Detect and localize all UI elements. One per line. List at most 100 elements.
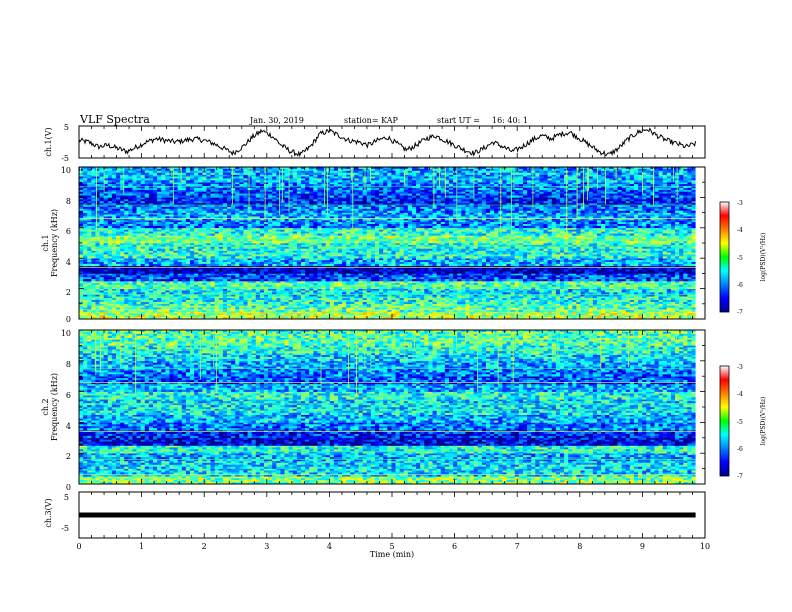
ch1-spectrogram-cell xyxy=(633,286,639,289)
ch1-spectrogram-cell xyxy=(498,301,503,305)
ch1-spectrogram-cell xyxy=(650,263,655,267)
ch1-spectrogram-cell xyxy=(416,263,421,267)
ch1-spectrogram-cell xyxy=(313,271,318,274)
ch1-spectrogram-cell xyxy=(99,262,104,265)
ch1-spectrogram-cell xyxy=(613,315,618,318)
ch1-spectrogram-cell xyxy=(383,262,388,265)
ch1-spectrogram-cell xyxy=(177,277,183,280)
ch1-spectrogram-cell xyxy=(448,284,454,287)
ch1-spectrogram-cell xyxy=(424,317,429,320)
ch1-spectrogram-cell xyxy=(374,317,380,320)
ch1-spectrogram-cell xyxy=(202,250,207,253)
ch1-spectrogram-cell xyxy=(103,300,109,303)
ch1-spectrogram-cell xyxy=(383,315,388,318)
ch1-spectrogram-cell xyxy=(522,288,528,291)
ch1-spectrogram-cell xyxy=(461,301,466,305)
ch1-spectrogram-cell xyxy=(481,303,487,306)
ch1-spectrogram-cell xyxy=(292,294,298,297)
ch1-spectrogram-cell xyxy=(444,279,450,282)
ch1-spectrogram-cell xyxy=(218,307,224,310)
ch1-spectrogram-cell xyxy=(580,315,585,318)
ch1-spectrogram-cell xyxy=(87,292,92,295)
ch1-spectrogram-cell xyxy=(601,277,606,280)
ch1-spectrogram-cell xyxy=(136,292,141,295)
ch1-spectrogram-cell xyxy=(370,309,376,312)
ch1-spectrogram-cell xyxy=(198,284,203,287)
ch1-spectrogram-cell xyxy=(161,281,166,284)
ch1-spectrogram-cell xyxy=(87,284,92,287)
ch1-spectrogram-cell xyxy=(124,262,129,265)
ch1-spectrogram-cell xyxy=(568,298,573,301)
ch1-spectrogram-cell xyxy=(559,263,565,267)
ch1-spectrogram-cell xyxy=(284,301,289,305)
ch1-spectrogram-cell xyxy=(185,282,191,286)
ch1-spectrogram-cell xyxy=(247,260,252,263)
ch1-spectrogram-cell xyxy=(436,300,442,303)
ch1-spectrogram-cell xyxy=(629,303,635,306)
ch1-spectrogram-cell xyxy=(440,284,446,287)
ch1-spectrogram-cell xyxy=(461,262,466,265)
ch1-spectrogram-cell xyxy=(568,273,573,276)
ch1-spectrogram-cell xyxy=(428,292,433,295)
ch1-spectrogram-cell xyxy=(617,265,622,268)
ch1-spectrogram-cell xyxy=(333,309,339,312)
ch1-spectrogram-cell xyxy=(411,296,417,299)
ch1-spectrogram-cell xyxy=(185,267,191,270)
ch1-spectrogram-cell xyxy=(621,311,627,314)
ch1-spectrogram-cell xyxy=(457,292,462,295)
ch1-spectrogram-cell xyxy=(440,288,446,291)
ch1-spectrogram-cell xyxy=(436,313,442,316)
ch1-spectrogram-cell xyxy=(650,311,655,314)
ch1-spectrogram-cell xyxy=(157,250,162,253)
ch1-spectrogram-cell xyxy=(633,313,639,316)
ch1-spectrogram-cell xyxy=(206,286,211,289)
ch1-spectrogram-cell xyxy=(103,269,109,272)
ch1-spectrogram-cell xyxy=(584,277,590,280)
ch1-spectrogram-cell xyxy=(551,265,557,268)
ch1-spectrogram-cell xyxy=(255,315,261,318)
ch1-spectrogram-cell xyxy=(658,296,664,299)
ch1-spectrogram-cell xyxy=(547,273,553,276)
ch1-spectrogram-cell xyxy=(691,313,696,316)
ch1-spectrogram-cell xyxy=(152,307,158,310)
ch1-spectrogram-cell xyxy=(280,309,285,312)
ch1-spectrogram-cell xyxy=(498,309,503,312)
ch1-spectrogram-cell xyxy=(239,286,244,289)
ch1-spectrogram-cell xyxy=(588,275,594,278)
ch1-spectrogram-cell xyxy=(411,303,417,306)
ch1-spectrogram-cell xyxy=(547,282,553,286)
ch1-spectrogram-cell xyxy=(440,309,446,312)
ch1-spectrogram-cell xyxy=(259,307,265,310)
ch1-spectrogram-cell xyxy=(173,275,178,278)
ch1-spectrogram-cell xyxy=(235,309,240,312)
ch1-spectrogram-cell xyxy=(284,263,289,267)
ch1-spectrogram-cell xyxy=(662,307,668,310)
ch1-spectrogram-cell xyxy=(124,288,129,291)
ch1-spectrogram-cell xyxy=(596,273,602,276)
ch1-spectrogram-cell xyxy=(440,282,446,286)
ch1-spectrogram-cell xyxy=(621,263,627,267)
ch1-spectrogram-cell xyxy=(107,305,113,308)
ch1-spectrogram-cell xyxy=(210,271,215,274)
ch1-spectrogram-cell xyxy=(325,265,331,268)
ch1-spectrogram-cell xyxy=(366,271,372,274)
ch1-spectrogram-cell xyxy=(514,311,520,314)
ch1-spectrogram-cell xyxy=(650,317,655,320)
ch1-spectrogram-cell xyxy=(387,277,392,280)
ch1-spectrogram-cell xyxy=(99,307,104,310)
ch1-spectrogram-cell xyxy=(305,273,310,276)
ch1-spectrogram-cell xyxy=(124,309,129,312)
ch1-spectrogram-cell xyxy=(588,315,594,318)
ch1-spectrogram-cell xyxy=(251,284,257,287)
ch1-spectrogram-cell xyxy=(679,313,684,316)
ch1-spectrogram-cell xyxy=(91,317,96,320)
ch1-spectrogram-cell xyxy=(522,258,528,261)
ch1-spectrogram-cell xyxy=(420,301,425,305)
ch1-spectrogram-cell xyxy=(436,309,442,312)
ch1-spectrogram-cell xyxy=(691,311,696,314)
ch1-spectrogram-cell xyxy=(444,262,450,265)
ch1-spectrogram-cell xyxy=(342,275,347,278)
ch1-spectrogram-cell xyxy=(617,303,622,306)
ch1-spectrogram-cell xyxy=(432,277,437,280)
ch1-spectrogram-cell xyxy=(407,284,413,287)
